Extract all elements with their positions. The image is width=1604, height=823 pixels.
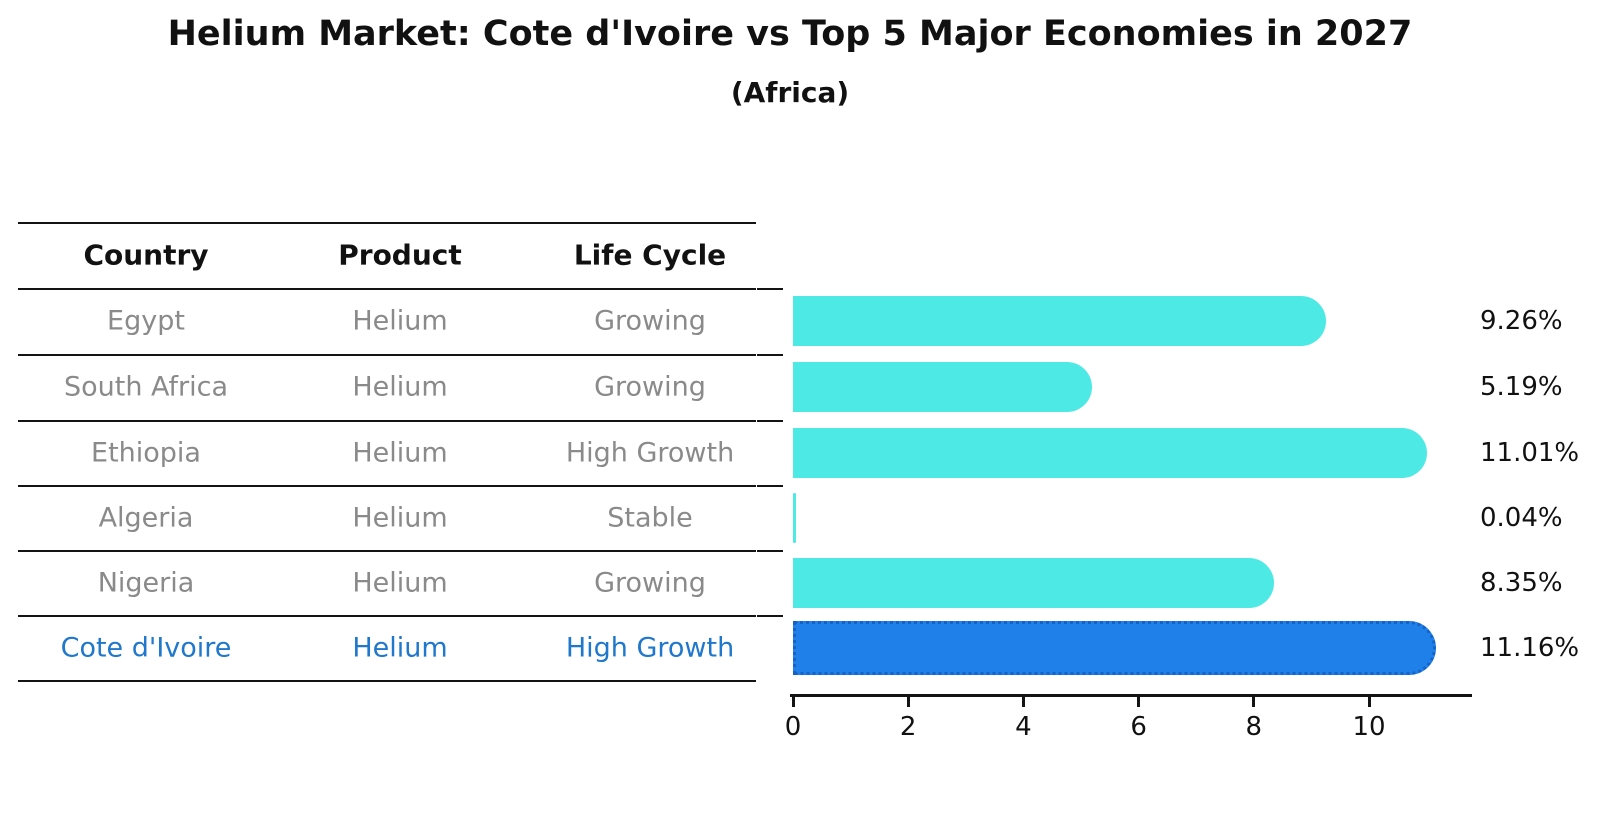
table-rule-line — [18, 485, 756, 487]
x-tick — [906, 697, 910, 707]
x-tick — [1252, 697, 1256, 707]
bar — [793, 557, 1274, 608]
table-cell-life-cycle: Stable — [607, 502, 693, 533]
table-cell-product: Helium — [352, 632, 448, 663]
bar — [793, 492, 796, 543]
table-cell-life-cycle: Growing — [594, 371, 706, 403]
x-tick-label: 4 — [1015, 712, 1032, 742]
x-tick-label: 0 — [784, 712, 802, 742]
bar — [793, 427, 1428, 478]
y-tick — [757, 420, 783, 422]
table-cell-product: Helium — [352, 437, 448, 468]
bar-value-label: 9.26% — [1480, 306, 1563, 336]
bar — [793, 296, 1327, 346]
table-cell-country: Nigeria — [97, 567, 195, 598]
chart-title: Helium Market: Cote d'Ivoire vs Top 5 Ma… — [167, 14, 1413, 54]
chart-subtitle: (Africa) — [730, 76, 850, 109]
bar-value-label: 11.16% — [1480, 632, 1580, 663]
table-cell-country: Cote d'Ivoire — [60, 632, 232, 663]
x-tick-label: 2 — [899, 712, 917, 742]
column-header-product: Product — [338, 238, 462, 272]
bar — [793, 362, 1092, 412]
x-tick — [1367, 697, 1371, 707]
table-cell-product: Helium — [352, 567, 448, 598]
bar-value-label: 11.01% — [1480, 437, 1580, 468]
y-tick — [757, 288, 783, 290]
table-rule-line — [18, 615, 756, 617]
table-cell-life-cycle: High Growth — [565, 437, 735, 468]
table-rule-line — [18, 354, 756, 356]
y-tick — [757, 354, 783, 356]
bar-value-label: 5.19% — [1480, 372, 1563, 402]
table-rule-line — [18, 288, 756, 290]
table-rule-line — [18, 680, 756, 682]
column-header-lifecycle: Life Cycle — [573, 238, 727, 272]
x-tick-label: 8 — [1245, 712, 1263, 742]
table-cell-country: Ethiopia — [91, 437, 201, 468]
bar-value-label: 0.04% — [1480, 502, 1563, 533]
x-tick-label: 6 — [1130, 712, 1147, 742]
x-tick-label: 10 — [1352, 712, 1386, 742]
y-tick — [757, 550, 783, 552]
table-cell-life-cycle: High Growth — [565, 632, 735, 663]
x-tick — [791, 697, 795, 707]
x-axis-line — [790, 694, 1472, 697]
x-tick — [1021, 697, 1025, 707]
table-rule-line — [18, 420, 756, 422]
table-cell-country: Egypt — [107, 305, 185, 337]
table-cell-product: Helium — [352, 305, 448, 337]
y-tick — [757, 615, 783, 617]
table-cell-product: Helium — [352, 371, 448, 403]
table-cell-country: South Africa — [63, 371, 229, 403]
bar-highlighted — [793, 620, 1436, 675]
x-tick — [1137, 697, 1141, 707]
table-rule-line — [18, 550, 756, 552]
column-header-country: Country — [83, 238, 209, 272]
table-cell-country: Algeria — [98, 502, 194, 533]
y-tick — [757, 485, 783, 487]
table-cell-life-cycle: Growing — [594, 567, 706, 598]
bar-value-label: 8.35% — [1480, 567, 1563, 598]
table-rule-line — [18, 222, 756, 224]
table-cell-product: Helium — [352, 502, 448, 533]
table-cell-life-cycle: Growing — [594, 305, 706, 337]
